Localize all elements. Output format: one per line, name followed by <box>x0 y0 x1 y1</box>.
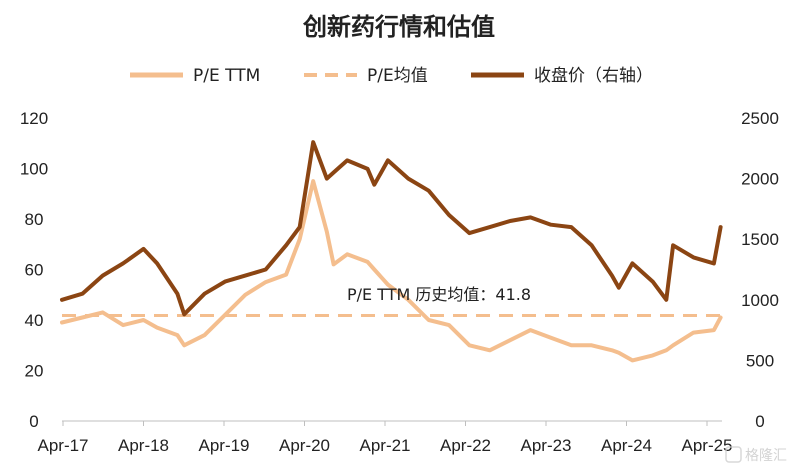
y-axis-left: 0 20 40 60 80 100 120 <box>20 109 48 431</box>
watermark-text: 格隆汇 <box>745 448 787 464</box>
legend-label-pe-ttm: P/E TTM <box>193 66 260 86</box>
x-tick-label: Apr-21 <box>359 436 410 455</box>
y-left-tick-label: 60 <box>25 261 44 280</box>
y-right-tick-label: 2000 <box>741 170 779 189</box>
chart-title: 创新药行情和估值 <box>302 13 495 41</box>
x-tick-label: Apr-17 <box>37 436 88 455</box>
series-layer <box>60 140 723 363</box>
y-left-tick-label: 0 <box>29 412 38 431</box>
x-tick-label: Apr-25 <box>681 436 732 455</box>
watermark: 格隆汇 <box>725 446 787 464</box>
y-right-tick-label: 1000 <box>741 291 779 310</box>
x-tick-label: Apr-20 <box>279 436 330 455</box>
x-tick-label: Apr-18 <box>118 436 169 455</box>
legend-label-pe-mean: P/E均值 <box>367 66 428 86</box>
x-tick-label: Apr-19 <box>198 436 249 455</box>
y-right-tick-label: 1500 <box>741 230 779 249</box>
y-right-tick-label: 2500 <box>741 109 779 128</box>
y-left-tick-label: 120 <box>20 109 48 128</box>
y-left-tick-label: 40 <box>25 311 44 330</box>
mean-annotation: P/E TTM 历史均值：41.8 <box>347 285 531 304</box>
y-right-tick-label: 500 <box>746 351 774 370</box>
legend: P/E TTM P/E均值 收盘价（右轴） <box>130 66 653 86</box>
series-line-pe-ttm <box>60 179 723 363</box>
x-tick-label: Apr-22 <box>440 436 491 455</box>
legend-label-close-price: 收盘价（右轴） <box>534 66 653 86</box>
x-axis: Apr-17 Apr-18 Apr-19 Apr-20 Apr-21 Apr-22 Apr-… <box>37 421 733 455</box>
y-axis-right: 0 500 1000 1500 2000 2500 <box>741 109 779 431</box>
watermark-logo-icon <box>725 446 742 463</box>
x-tick-label: Apr-23 <box>520 436 571 455</box>
y-right-tick-label: 0 <box>755 412 764 431</box>
series-line-close-price <box>60 140 723 317</box>
y-left-tick-label: 20 <box>25 362 44 381</box>
y-left-tick-label: 80 <box>25 210 44 229</box>
y-left-tick-label: 100 <box>20 160 48 179</box>
x-tick-label: Apr-24 <box>601 436 652 455</box>
